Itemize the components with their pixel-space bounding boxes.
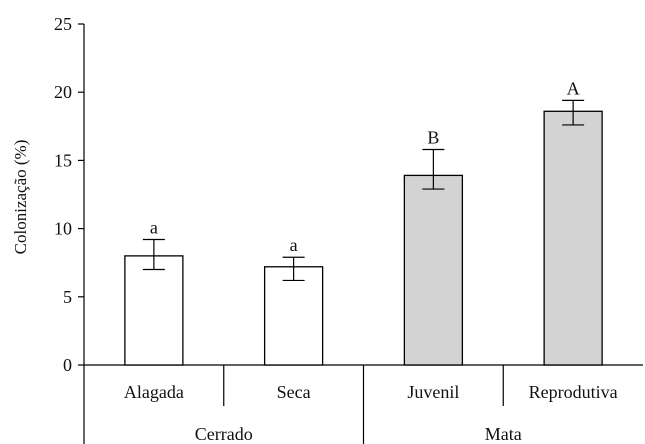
y-tick-label: 20 xyxy=(54,82,72,102)
group-label: Mata xyxy=(485,424,522,444)
y-tick-label: 5 xyxy=(63,287,72,307)
y-tick-label: 10 xyxy=(54,219,72,239)
y-tick-label: 0 xyxy=(63,355,72,375)
x-tick-label: Juvenil xyxy=(407,382,459,402)
x-tick-label: Seca xyxy=(277,382,311,402)
bar-reprodutiva xyxy=(543,110,603,366)
bar-alagada xyxy=(124,255,184,366)
group-label: Cerrado xyxy=(195,424,253,444)
significance-letter: A xyxy=(567,78,580,98)
y-tick-label: 25 xyxy=(54,14,72,34)
bar-seca xyxy=(263,266,324,366)
plot-area: 0 5 10 15 20 25 a Alagada a Seca B Juvenil A Reprodut… xyxy=(54,14,643,444)
significance-letter: a xyxy=(290,235,298,255)
x-tick-label: Alagada xyxy=(124,382,184,402)
x-tick-label: Reprodutiva xyxy=(529,382,618,402)
y-tick-label: 15 xyxy=(54,150,72,170)
significance-letter: B xyxy=(427,127,439,147)
bar-juvenil xyxy=(403,174,464,366)
y-axis-label: Colonização (%) xyxy=(11,140,30,255)
significance-letter: a xyxy=(150,218,158,238)
